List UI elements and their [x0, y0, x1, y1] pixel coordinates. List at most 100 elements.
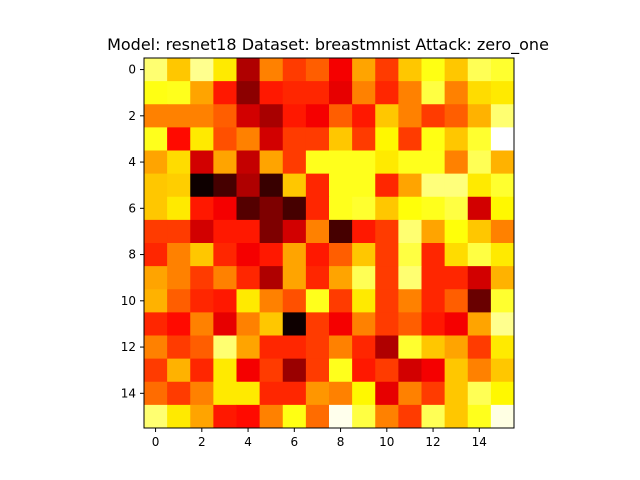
heatmap-cell [444, 81, 469, 105]
x-tick-label: 10 [379, 435, 394, 449]
y-tick-label: 14 [121, 386, 136, 400]
heatmap-cell [352, 266, 376, 290]
heatmap-cell [444, 196, 469, 221]
heatmap-cell [352, 196, 376, 221]
heatmap-cell [236, 196, 261, 221]
heatmap-cell [329, 173, 353, 198]
heatmap-cell [467, 312, 492, 336]
heatmap-cell [467, 173, 492, 198]
heatmap-cell [398, 335, 422, 360]
heatmap-cell [421, 104, 446, 128]
heatmap-cell [213, 335, 237, 360]
heatmap-cell [398, 127, 422, 151]
heatmap-cell [352, 243, 376, 267]
heatmap-cell [490, 312, 515, 336]
heatmap-cell [467, 219, 492, 244]
heatmap-cell [144, 196, 168, 221]
heatmap-cell [305, 358, 330, 383]
heatmap-cell [329, 312, 353, 336]
heatmap-cell [467, 404, 492, 429]
heatmap-cell [213, 266, 237, 290]
heatmap-cell [305, 104, 330, 128]
heatmap-cell [490, 289, 515, 313]
x-tick-label: 0 [152, 435, 160, 449]
heatmap-cell [490, 81, 515, 105]
heatmap-cell [213, 312, 237, 336]
x-tick-label: 12 [425, 435, 440, 449]
heatmap-cell [490, 104, 515, 128]
x-tick-label: 4 [244, 435, 252, 449]
heatmap-cell [490, 335, 515, 360]
heatmap-cell [467, 127, 492, 151]
heatmap-cell [398, 266, 422, 290]
heatmap-cell [352, 381, 376, 406]
heatmap-cell [167, 243, 191, 267]
heatmap-cell [282, 196, 307, 221]
heatmap-cell [444, 173, 469, 198]
heatmap-cell [490, 150, 515, 175]
heatmap-cell [375, 81, 399, 105]
heatmap-cell [213, 150, 237, 175]
heatmap-cell [167, 358, 191, 383]
heatmap-cell [305, 312, 330, 336]
heatmap-cell [236, 289, 261, 313]
heatmap-cell [398, 404, 422, 429]
heatmap-cell [259, 219, 284, 244]
heatmap-cell [190, 289, 214, 313]
heatmap-cell [398, 358, 422, 383]
heatmap-cell [444, 243, 469, 267]
heatmap-cell [375, 150, 399, 175]
heatmap-cell [467, 381, 492, 406]
heatmap-cell [329, 289, 353, 313]
heatmap-cell [259, 150, 284, 175]
heatmap-cell [398, 104, 422, 128]
heatmap-cell [259, 266, 284, 290]
heatmap-cell [282, 335, 307, 360]
heatmap-cell [421, 266, 446, 290]
heatmap-cell [352, 312, 376, 336]
heatmap-cell [352, 127, 376, 151]
heatmap-cell [467, 335, 492, 360]
heatmap-cell [375, 173, 399, 198]
y-tick-label: 8 [128, 248, 136, 262]
heatmap-cell [190, 81, 214, 105]
heatmap-cell [236, 81, 261, 105]
heatmap-cell [282, 358, 307, 383]
heatmap-cell [190, 404, 214, 429]
heatmap-cell [444, 127, 469, 151]
heatmap-cell [167, 289, 191, 313]
heatmap-cell [421, 381, 446, 406]
heatmap-cell [444, 266, 469, 290]
heatmap-cell [167, 219, 191, 244]
heatmap-cell [352, 104, 376, 128]
heatmap-cell [236, 381, 261, 406]
heatmap-cell [259, 404, 284, 429]
heatmap-cell [467, 81, 492, 105]
y-tick-label: 4 [128, 155, 136, 169]
heatmap-cell [190, 266, 214, 290]
heatmap-cell [236, 173, 261, 198]
heatmap-cell [329, 266, 353, 290]
heatmap-cell [329, 81, 353, 105]
heatmap-cell [213, 81, 237, 105]
heatmap-cell [305, 127, 330, 151]
heatmap-cell [398, 173, 422, 198]
heatmap-cell [352, 289, 376, 313]
heatmap-cell [329, 104, 353, 128]
heatmap-cell [305, 335, 330, 360]
heatmap-cell [398, 243, 422, 267]
heatmap-cell [167, 81, 191, 105]
heatmap-cell [490, 58, 515, 82]
heatmap-cell [236, 58, 261, 82]
heatmap-cell [236, 312, 261, 336]
heatmap-cell [144, 58, 168, 82]
heatmap-cell [352, 404, 376, 429]
heatmap-cell [421, 335, 446, 360]
heatmap-cell [329, 381, 353, 406]
heatmap-cell [329, 150, 353, 175]
heatmap-cell [167, 58, 191, 82]
heatmap-cell [213, 404, 237, 429]
heatmap-cell [190, 358, 214, 383]
heatmap-cell [144, 219, 168, 244]
heatmap-cell [190, 127, 214, 151]
